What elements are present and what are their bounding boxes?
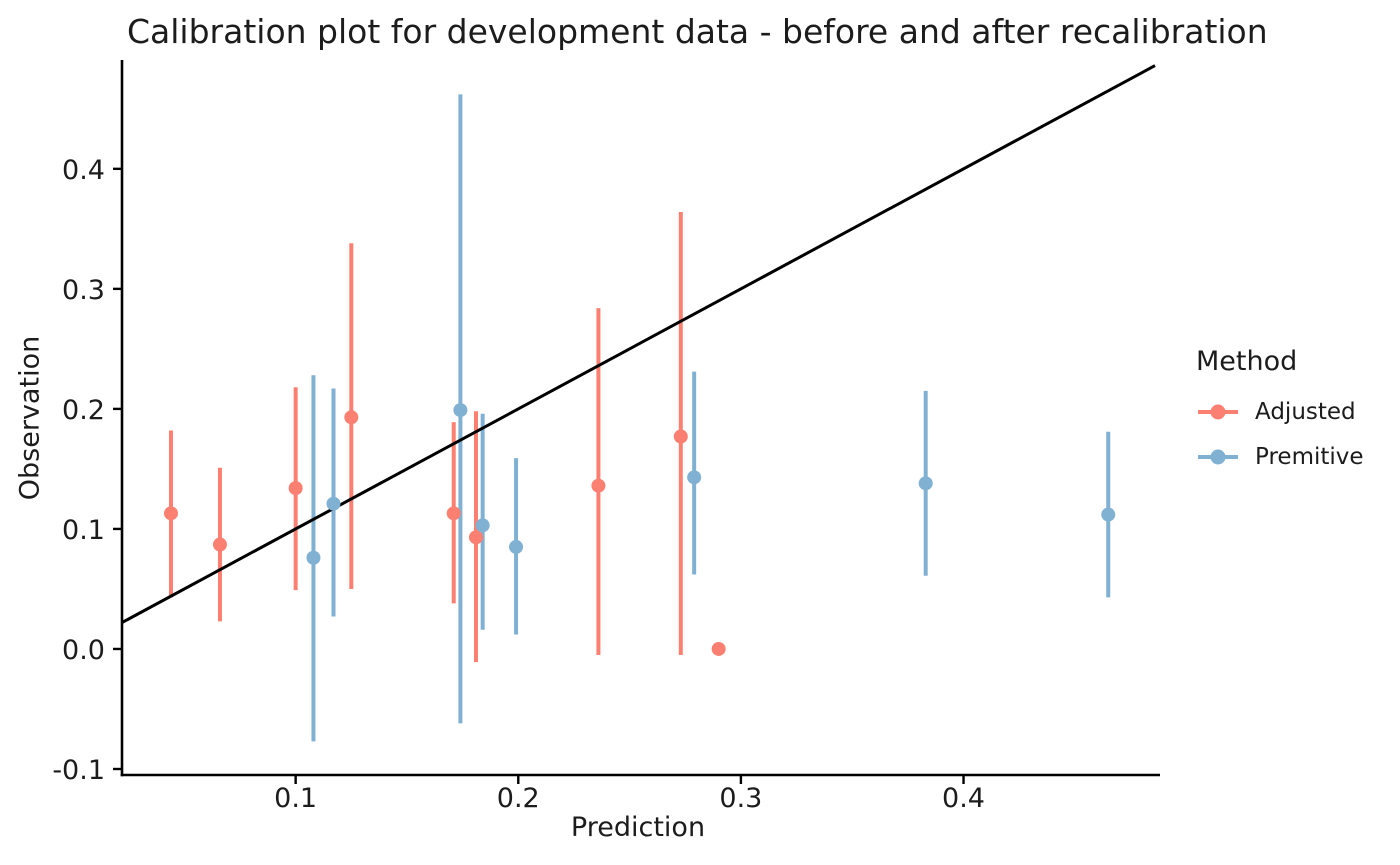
point-adjusted [673,429,688,444]
legend-title: Method [1196,346,1298,377]
point-adjusted [446,506,461,521]
point-adjusted [163,506,178,521]
identity-line [121,64,1156,624]
legend-entries: Adjusted Premitive [1196,397,1364,472]
legend: Method Adjusted Premitive [1196,346,1364,487]
x-tick-label: 0.1 [274,783,317,814]
x-axis-title: Prediction [570,812,706,843]
x-tick-label: 0.4 [942,783,985,814]
point-premitive [326,496,341,511]
legend-key-dot [1210,404,1226,420]
point-premitive [453,403,468,418]
point-premitive [509,539,524,554]
y-axis-title: Observation [14,335,46,501]
point-adjusted [591,478,606,493]
point-premitive [475,518,490,533]
y-tick-label: 0.1 [62,515,105,546]
point-premitive [306,550,321,565]
legend-entry-label: Premitive [1255,444,1364,470]
x-tick-label: 0.3 [719,783,762,814]
chart-title: Calibration plot for development data - … [127,12,1268,51]
point-adjusted [288,481,303,496]
legend-entry-label: Adjusted [1255,399,1356,425]
legend-key-dot [1210,449,1226,465]
legend-key-pointrange-icon [1198,449,1238,465]
y-tick-label: 0.4 [62,155,105,186]
point-adjusted [212,537,227,552]
y-tick-label: 0.2 [62,395,105,426]
y-tick-label: 0.3 [62,275,105,306]
point-premitive [687,470,702,485]
legend-entry: Adjusted [1196,397,1364,427]
x-tick-label: 0.2 [497,783,540,814]
y-tick-label: -0.1 [52,755,105,786]
y-tick-label: 0.0 [62,635,105,666]
point-adjusted [468,530,483,545]
point-adjusted [344,410,359,425]
legend-key-pointrange-icon [1198,404,1238,420]
point-adjusted [711,641,726,656]
legend-entry: Premitive [1196,442,1364,472]
point-premitive [918,476,933,491]
point-premitive [1101,507,1116,522]
